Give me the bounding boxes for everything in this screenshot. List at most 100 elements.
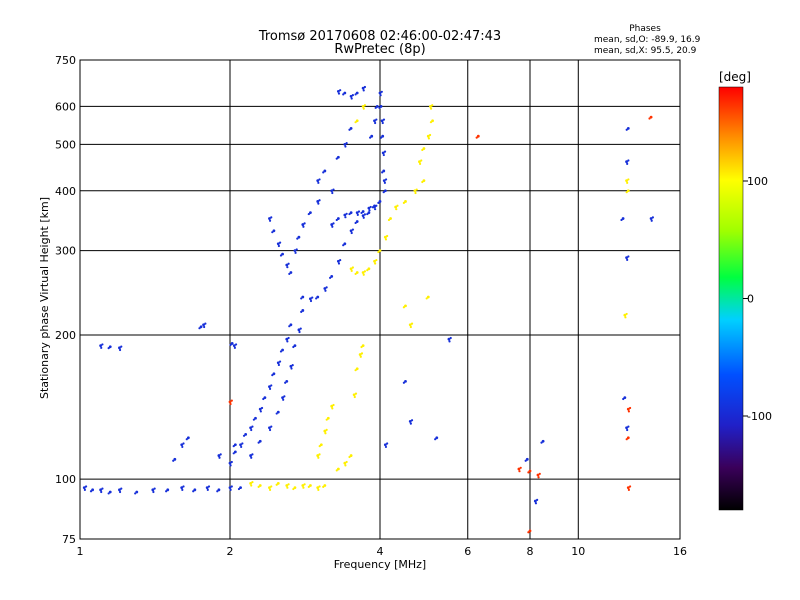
data-point	[257, 441, 260, 444]
data-point	[282, 398, 285, 401]
data-point	[118, 490, 122, 494]
data-point	[254, 416, 257, 420]
data-point	[381, 151, 385, 155]
data-point	[402, 201, 405, 204]
data-point	[355, 211, 359, 215]
data-point	[383, 443, 387, 447]
data-point	[324, 432, 327, 435]
y-tick-label: 200	[55, 329, 76, 342]
data-point	[181, 488, 184, 491]
data-point	[360, 345, 363, 349]
data-point	[622, 397, 625, 401]
data-point	[182, 485, 185, 488]
data-point	[348, 455, 351, 459]
data-point	[336, 217, 340, 220]
colorbar-tick-label: 0	[747, 293, 754, 306]
data-point	[625, 160, 628, 164]
data-point	[627, 159, 630, 162]
data-point	[371, 206, 375, 209]
data-point	[343, 91, 347, 95]
data-point	[650, 219, 653, 222]
data-point	[289, 364, 293, 368]
data-point	[344, 145, 347, 148]
data-point	[337, 92, 341, 95]
data-point	[336, 467, 340, 471]
data-point	[336, 259, 340, 263]
data-point	[262, 397, 265, 401]
data-point	[263, 396, 267, 399]
chart-subtitle: RwPretec (8p)	[334, 42, 425, 57]
data-point	[244, 433, 248, 436]
data-point	[366, 212, 369, 216]
data-point	[336, 89, 340, 93]
data-point	[270, 485, 273, 488]
data-point	[202, 323, 205, 327]
data-point	[409, 325, 412, 329]
data-point	[229, 402, 232, 406]
data-point	[382, 169, 386, 173]
data-point	[366, 269, 369, 272]
data-point	[629, 485, 632, 488]
data-point	[349, 126, 353, 130]
data-point	[404, 200, 407, 203]
data-point	[276, 410, 280, 414]
data-point	[329, 276, 332, 279]
data-point	[518, 470, 521, 473]
data-point	[228, 400, 232, 404]
x-tick-label: 16	[673, 545, 687, 558]
data-point	[431, 119, 434, 123]
data-point	[351, 266, 355, 269]
data-point	[651, 216, 655, 219]
data-point	[363, 85, 367, 89]
data-point	[378, 91, 382, 95]
data-point	[317, 488, 320, 491]
data-point	[316, 179, 320, 183]
data-point	[429, 105, 432, 108]
data-point	[343, 242, 347, 246]
data-point	[203, 325, 206, 329]
data-point	[317, 181, 320, 184]
data-point	[270, 384, 273, 387]
data-point	[348, 212, 351, 216]
data-point	[361, 86, 365, 90]
data-point	[332, 403, 335, 407]
series-other	[228, 115, 653, 534]
data-point	[537, 476, 540, 479]
data-point	[349, 211, 353, 215]
data-point	[239, 443, 242, 447]
data-point	[272, 229, 276, 233]
data-point	[336, 155, 340, 159]
data-point	[627, 255, 630, 258]
data-point	[330, 189, 334, 193]
data-point	[519, 466, 522, 469]
data-point	[270, 216, 273, 219]
data-point	[207, 485, 211, 488]
data-point	[198, 327, 201, 330]
data-point	[386, 442, 389, 445]
data-point	[517, 467, 521, 471]
data-point	[621, 217, 625, 220]
data-point	[420, 159, 423, 162]
data-point	[300, 297, 303, 300]
data-point	[339, 258, 342, 262]
data-point	[384, 178, 388, 181]
data-point	[277, 363, 280, 367]
data-point	[528, 469, 532, 473]
data-point	[375, 118, 378, 121]
data-point	[249, 481, 253, 485]
data-point	[118, 348, 122, 352]
data-point	[251, 453, 254, 456]
data-point	[107, 492, 110, 495]
data-point	[367, 206, 371, 210]
y-tick-label: 300	[55, 245, 76, 258]
data-point	[99, 488, 103, 492]
data-point	[268, 387, 272, 390]
data-point	[234, 343, 238, 346]
data-point	[343, 142, 347, 146]
data-point	[344, 216, 347, 219]
data-point	[533, 499, 537, 503]
legend-x-mode: mean, sd,X: 95.5, 20.9	[594, 46, 697, 56]
data-point	[286, 340, 289, 343]
data-point	[186, 436, 190, 440]
